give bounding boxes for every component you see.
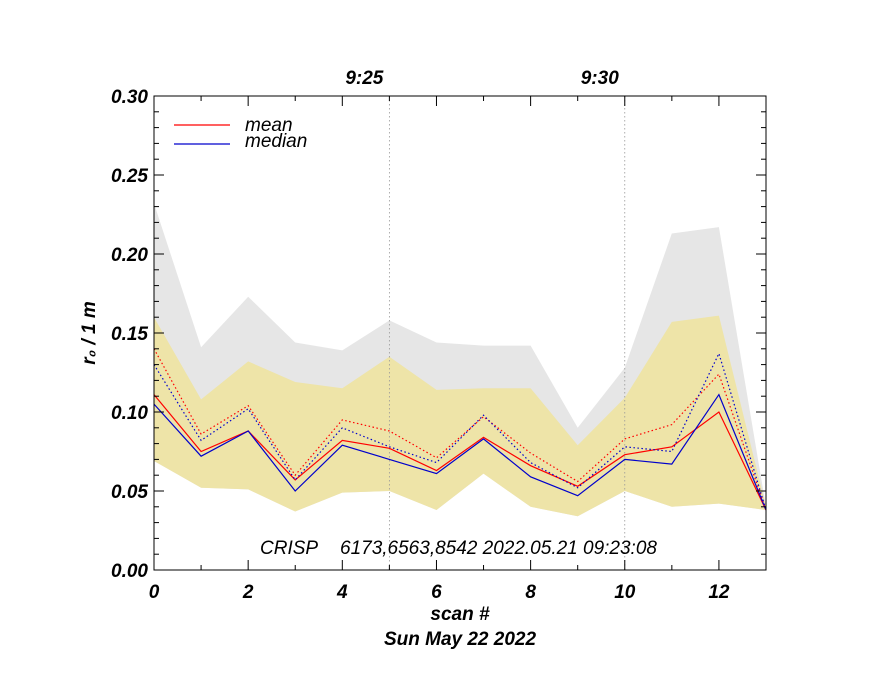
series-line-mean [153,394,767,511]
x-tick-label-4: 4 [336,582,348,603]
y-tick-label-0.00: 0.00 [111,561,148,582]
annotation-instrument: CRISP [260,538,318,559]
x-tick-label-10: 10 [614,582,636,603]
date-label: Sun May 22 2022 [384,629,537,650]
y-tick-label-0.05: 0.05 [111,482,148,503]
y-tick-label-0.15: 0.15 [111,324,148,345]
x-tick-label-6: 6 [431,582,442,603]
series-line-median [153,393,767,511]
legend: mean median [174,115,307,152]
top-time-label-1: 9:30 [581,68,619,89]
time-markers-layer [388,96,626,570]
series-line-3-dotted [153,351,767,511]
ticks-layer [153,95,767,571]
x-tick-label-2: 2 [242,582,254,603]
x-tick-label-12: 12 [708,582,730,603]
y-tick-label-0.10: 0.10 [111,403,148,424]
tick-labels-layer: 0 2 4 6 8 10 12 0.00 0.05 0.10 0.15 0.20 0.25 0.30 [111,87,730,603]
x-tick-label-8: 8 [525,582,536,603]
legend-label-mean: mean [245,115,293,136]
y-tick-label-0.30: 0.30 [111,87,148,108]
legend-label-median: median [245,131,307,152]
x-axis-label: scan # [430,604,490,625]
bands-layer [154,203,766,517]
x-tick-label-0: 0 [149,582,160,603]
y-axis-label: r₀ / 1 m [79,301,100,365]
annotation-details: 6173,6563,8542 2022.05.21 09:23:08 [340,538,657,559]
time-labels-layer: 9:25 9:30 [345,68,619,89]
series-layer [153,348,767,511]
y-tick-label-0.25: 0.25 [111,166,148,187]
y-tick-label-0.20: 0.20 [111,245,148,266]
top-time-label-0: 9:25 [345,68,383,89]
series-line-2-dotted [153,348,767,511]
